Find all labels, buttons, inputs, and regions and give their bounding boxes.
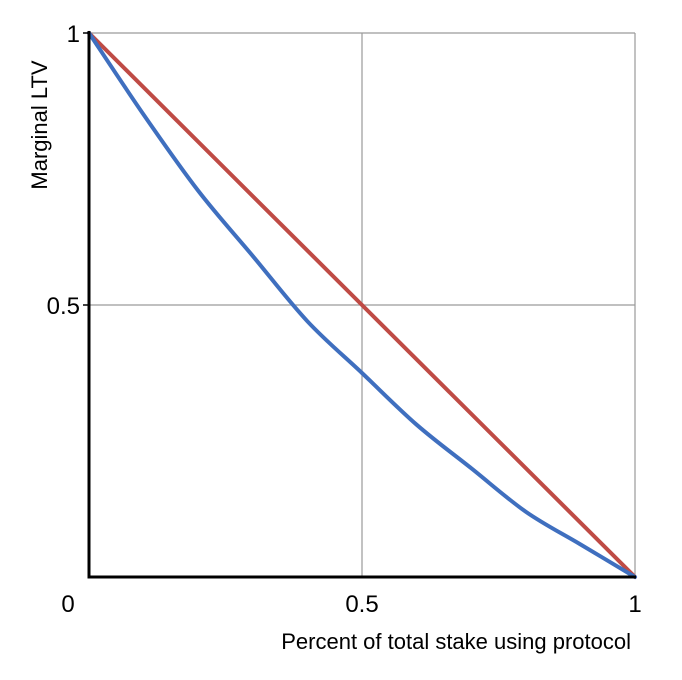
y-tick-label: 1 [67, 21, 80, 48]
x-tick-label: 0.5 [345, 591, 378, 618]
series-group [87, 31, 637, 579]
axes [83, 31, 636, 579]
series-line-curved [87, 31, 637, 579]
y-tick-label: 0.5 [47, 293, 80, 320]
tick-labels: 0 0.5 1 0.5 1 [47, 21, 642, 618]
y-axis-title: Marginal LTV [27, 60, 52, 190]
x-tick-label: 0 [61, 591, 74, 618]
x-tick-label: 1 [628, 591, 641, 618]
x-axis-title: Percent of total stake using protocol [281, 629, 631, 654]
series-line-linear [87, 31, 637, 579]
